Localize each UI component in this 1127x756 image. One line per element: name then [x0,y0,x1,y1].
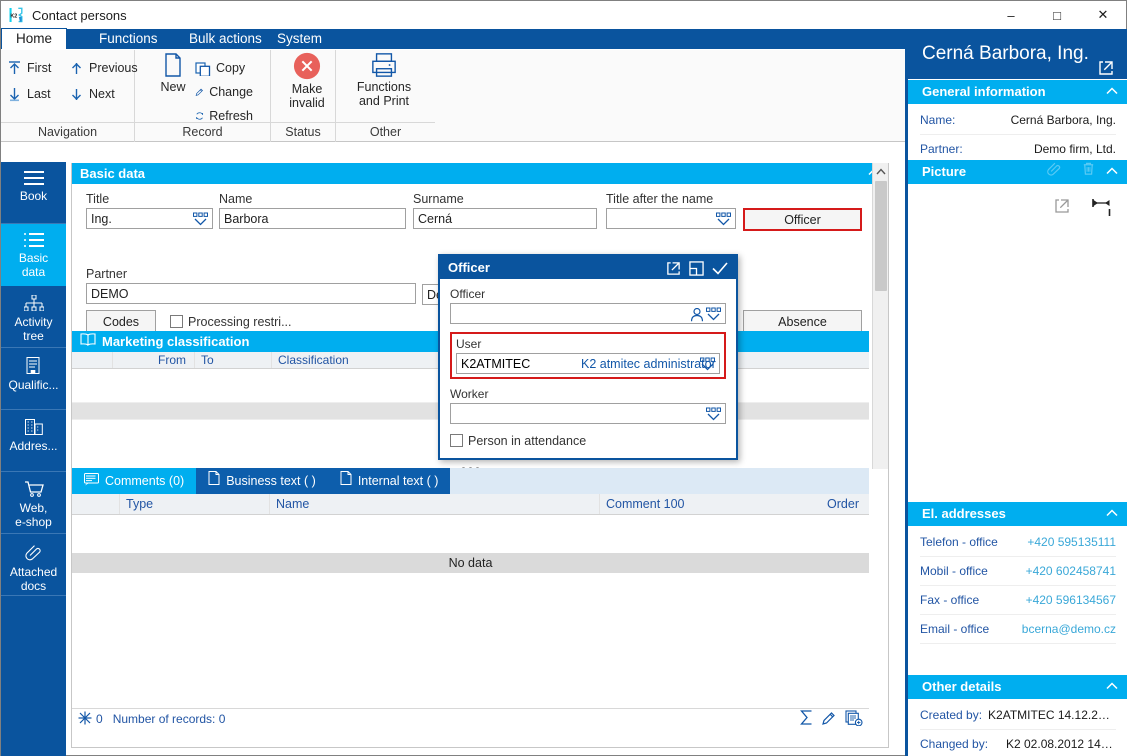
svg-text:K2: K2 [10,13,17,19]
